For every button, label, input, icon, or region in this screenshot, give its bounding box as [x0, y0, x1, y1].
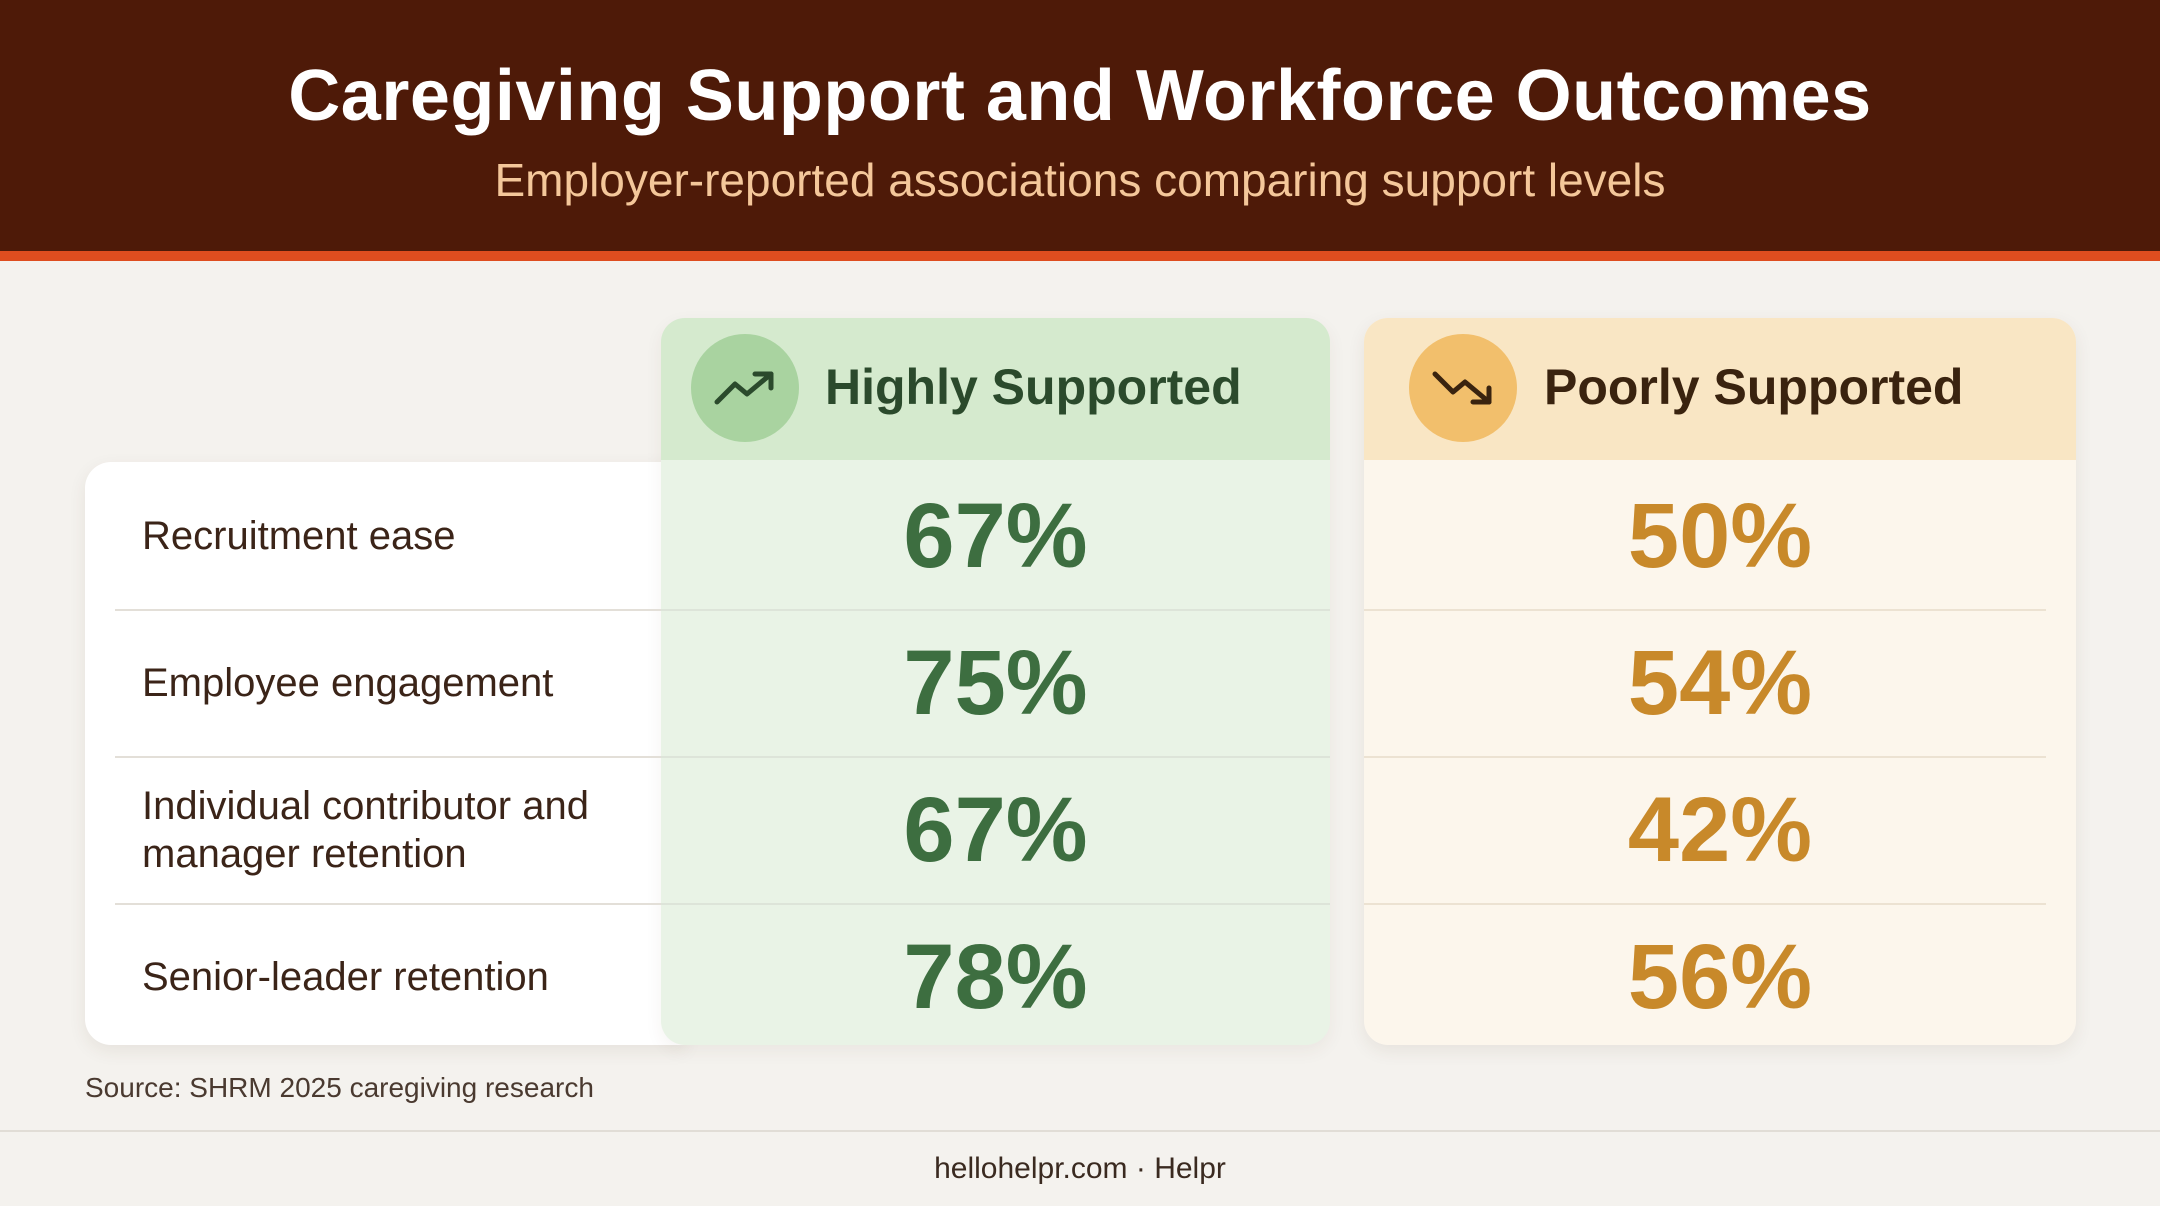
row-divider — [115, 609, 661, 611]
row-label: Recruitment ease — [142, 513, 456, 558]
value-label: 54% — [1627, 631, 1813, 734]
row-labels-card: Recruitment ease Employee engagement Indiv… — [85, 462, 685, 1045]
poorly-supported-title: Poorly Supported — [1544, 359, 1964, 415]
page-subtitle: Employer-reported associations comparing… — [494, 154, 1666, 206]
value-label: 67% — [903, 484, 1088, 587]
highly-supported-title: Highly Supported — [825, 359, 1242, 415]
value-label: 56% — [1627, 925, 1813, 1028]
row-label: Senior-leader retention — [142, 954, 549, 999]
row-divider — [661, 609, 1330, 611]
value-label: 50% — [1627, 484, 1813, 587]
row-divider — [1364, 609, 2046, 611]
poorly-supported-column: Poorly Supported 50% 54% 42% 56% — [1364, 318, 2076, 1045]
row-divider — [115, 903, 661, 905]
row-label: Employee engagement — [142, 660, 554, 705]
value-label: 42% — [1627, 778, 1813, 881]
value-label: 67% — [903, 778, 1088, 881]
row-divider — [115, 756, 661, 758]
footer-divider — [0, 1130, 2160, 1132]
value-label: 75% — [903, 631, 1088, 734]
page-title: Caregiving Support and Workforce Outcome… — [288, 56, 1872, 136]
highly-supported-header: Highly Supported — [661, 318, 1330, 460]
row-label: Individual contributor and manager reten… — [142, 783, 589, 876]
row-divider — [1364, 756, 2046, 758]
highly-supported-column: Highly Supported 67% 75% 67% 78% — [661, 318, 1330, 1045]
footer-credit: hellohelpr.com · Helpr — [934, 1152, 1226, 1185]
poorly-supported-header: Poorly Supported — [1364, 318, 2076, 460]
header-banner: Caregiving Support and Workforce Outcome… — [0, 0, 2160, 261]
row-divider — [661, 756, 1330, 758]
trend-down-icon — [1409, 334, 1517, 442]
value-label: 78% — [903, 925, 1088, 1028]
trend-up-icon — [691, 334, 799, 442]
row-divider — [661, 903, 1330, 905]
source-note: Source: SHRM 2025 caregiving research — [85, 1072, 594, 1103]
row-divider — [1364, 903, 2046, 905]
